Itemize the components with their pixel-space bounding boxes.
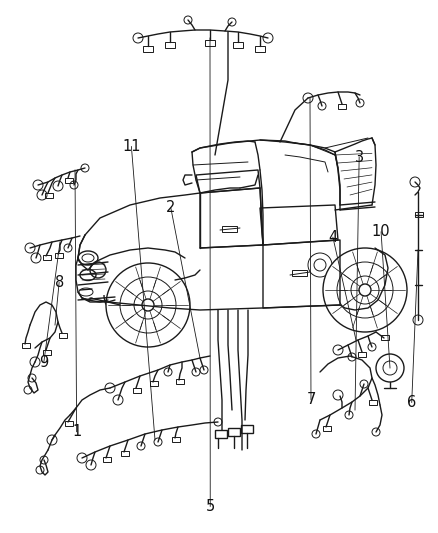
Bar xyxy=(65,421,73,426)
Bar xyxy=(59,333,67,338)
Bar xyxy=(172,437,180,442)
Text: 1: 1 xyxy=(72,424,81,439)
Bar xyxy=(228,428,240,436)
Text: 3: 3 xyxy=(355,150,364,165)
Text: 10: 10 xyxy=(372,224,390,239)
Bar xyxy=(369,400,377,405)
Circle shape xyxy=(323,248,407,332)
Bar xyxy=(215,430,227,438)
Text: 7: 7 xyxy=(306,392,316,407)
Bar xyxy=(43,350,51,355)
Bar xyxy=(55,253,63,258)
Text: 4: 4 xyxy=(328,230,338,245)
Text: 9: 9 xyxy=(39,355,49,370)
Text: 8: 8 xyxy=(54,275,64,290)
Bar xyxy=(43,255,51,260)
Circle shape xyxy=(106,263,190,347)
Text: 5: 5 xyxy=(205,499,215,514)
Text: 6: 6 xyxy=(407,395,417,410)
Bar xyxy=(292,270,307,276)
Bar xyxy=(415,212,423,217)
Bar xyxy=(241,425,253,433)
Text: 2: 2 xyxy=(166,200,176,215)
Bar xyxy=(150,381,158,386)
Bar xyxy=(255,46,265,52)
Bar xyxy=(358,352,366,357)
Bar xyxy=(338,104,346,109)
Bar xyxy=(65,178,73,183)
Bar xyxy=(233,42,243,48)
Bar xyxy=(165,42,175,48)
Text: 11: 11 xyxy=(122,139,141,154)
Bar xyxy=(323,426,331,431)
Bar xyxy=(22,343,30,348)
Bar xyxy=(45,193,53,198)
Bar xyxy=(133,388,141,393)
Bar xyxy=(205,40,215,46)
Bar xyxy=(143,46,153,52)
Bar xyxy=(381,335,389,340)
Bar xyxy=(121,451,129,456)
Bar xyxy=(176,379,184,384)
Bar xyxy=(222,226,237,232)
Bar xyxy=(103,457,111,462)
